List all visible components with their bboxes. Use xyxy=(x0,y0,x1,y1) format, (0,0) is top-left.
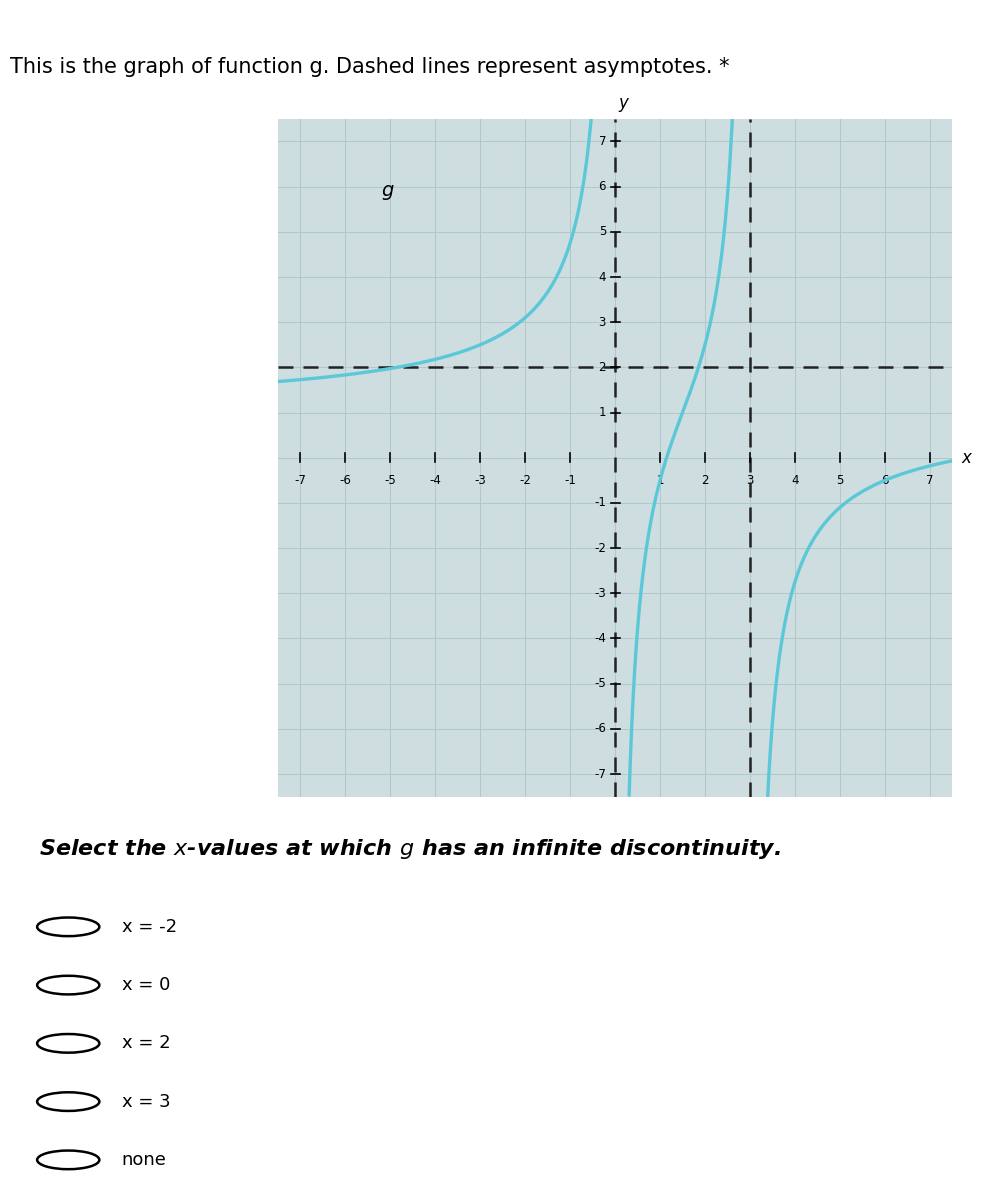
Text: -7: -7 xyxy=(295,473,307,486)
Text: This is the graph of function g. Dashed lines represent asymptotes. *: This is the graph of function g. Dashed … xyxy=(10,57,729,77)
Text: x = 0: x = 0 xyxy=(122,976,170,994)
Text: y: y xyxy=(618,94,628,112)
Text: 1: 1 xyxy=(598,407,606,419)
Text: 4: 4 xyxy=(598,271,606,283)
Text: -4: -4 xyxy=(430,473,441,486)
Text: 5: 5 xyxy=(598,226,606,238)
Text: 5: 5 xyxy=(836,473,843,486)
Text: -3: -3 xyxy=(594,587,606,599)
Text: 3: 3 xyxy=(598,316,606,328)
Text: Select the $x$-values at which $g$ has an infinite discontinuity.: Select the $x$-values at which $g$ has a… xyxy=(39,837,781,861)
Text: -6: -6 xyxy=(594,723,606,735)
Text: 7: 7 xyxy=(598,136,606,147)
Text: 1: 1 xyxy=(657,473,664,486)
Text: -1: -1 xyxy=(594,497,606,509)
Text: x = -2: x = -2 xyxy=(122,918,177,936)
Text: 6: 6 xyxy=(881,473,889,486)
Text: x = 2: x = 2 xyxy=(122,1034,171,1052)
Text: -3: -3 xyxy=(474,473,486,486)
Text: -1: -1 xyxy=(564,473,576,486)
Text: -5: -5 xyxy=(594,678,606,690)
Text: 3: 3 xyxy=(746,473,754,486)
Text: -7: -7 xyxy=(594,768,606,780)
Text: g: g xyxy=(381,181,394,200)
Text: -2: -2 xyxy=(594,542,606,554)
Text: none: none xyxy=(122,1151,167,1169)
Text: -2: -2 xyxy=(519,473,531,486)
Text: -4: -4 xyxy=(594,633,606,644)
Text: 4: 4 xyxy=(792,473,799,486)
Text: 2: 2 xyxy=(598,361,606,373)
Text: -5: -5 xyxy=(384,473,396,486)
Text: -6: -6 xyxy=(339,473,351,486)
Text: 7: 7 xyxy=(927,473,933,486)
Text: x: x xyxy=(961,448,971,467)
Text: x = 3: x = 3 xyxy=(122,1093,171,1111)
Text: 6: 6 xyxy=(598,181,606,193)
Text: 2: 2 xyxy=(701,473,708,486)
